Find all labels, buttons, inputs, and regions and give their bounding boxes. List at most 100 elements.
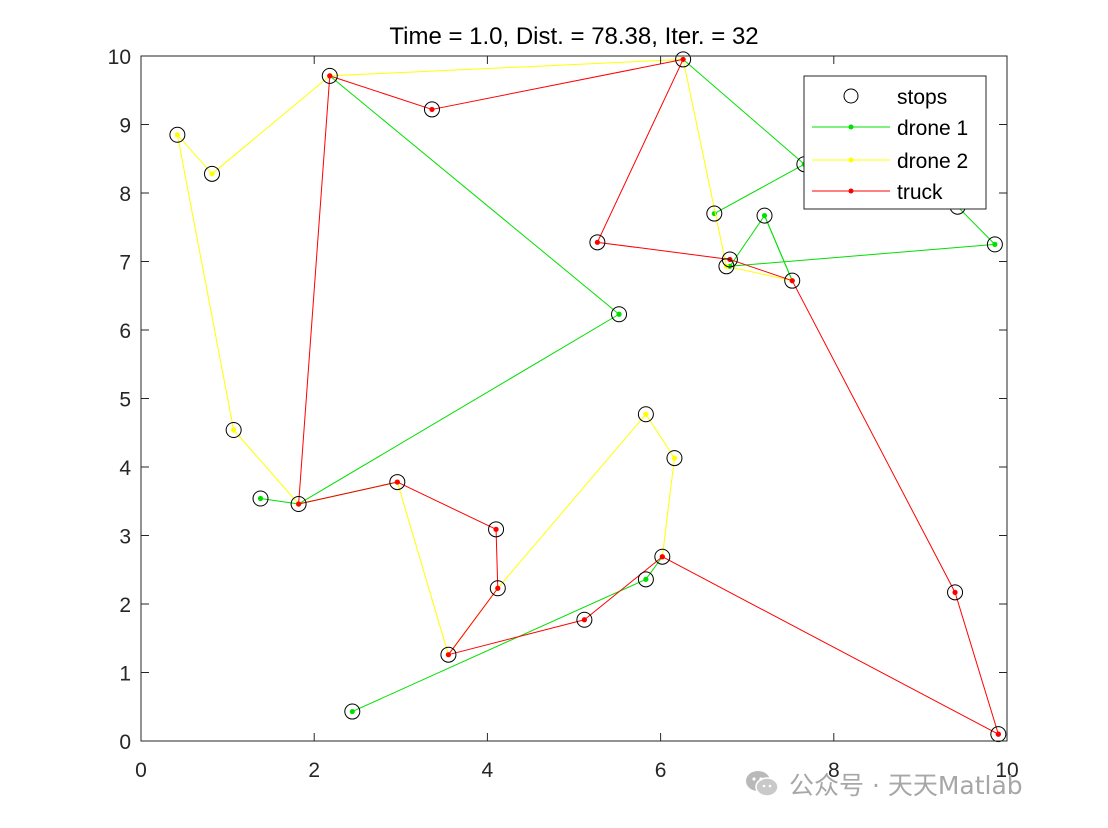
- drone-2-segment-3: [233, 429, 299, 505]
- stop-marker-4: [675, 51, 692, 68]
- truck-segment-3: [597, 241, 730, 260]
- y-tick-label-9: 9: [119, 115, 131, 138]
- truck-point-1: [952, 589, 958, 595]
- legend-entry-drone-1: drone 1: [812, 117, 968, 140]
- watermark: 公众号 · 天天Matlab: [745, 762, 1023, 806]
- truck-point-10: [493, 526, 499, 532]
- truck-point-6: [429, 106, 435, 113]
- legend-truck-marker: [848, 188, 854, 194]
- stop-marker-10: [589, 234, 606, 251]
- drone-2-segment-10: [645, 413, 675, 459]
- y-tick-label-4: 4: [119, 457, 131, 480]
- truck-point-5: [680, 56, 686, 63]
- truck-point-15: [995, 731, 1001, 737]
- stop-marker-12: [718, 258, 735, 275]
- chart-title: Time = 1.0, Dist. = 78.38, Iter. = 32: [389, 23, 758, 50]
- stop-marker-16: [252, 490, 269, 507]
- truck-segment-9: [397, 481, 497, 530]
- y-tick-label-0: 0: [119, 731, 131, 754]
- truck-segment-8: [298, 481, 398, 505]
- truck-segment-13: [584, 556, 663, 621]
- legend-entry-stops: stops: [843, 86, 947, 109]
- drone-2-segment-7: [396, 481, 449, 655]
- stop-marker-17: [290, 495, 307, 512]
- x-tick-label-0: 0: [135, 759, 147, 782]
- legend-entry-truck: truck: [812, 181, 943, 204]
- stop-marker-2: [321, 67, 338, 84]
- stop-marker-14: [611, 306, 628, 323]
- drone-1-point-14: [349, 708, 355, 715]
- stop-marker-20: [666, 450, 683, 467]
- legend-drone-1-marker: [848, 124, 854, 130]
- stop-marker-26: [440, 646, 457, 663]
- y-tick-label-3: 3: [119, 526, 131, 549]
- drone-2-point-12: [643, 411, 649, 417]
- drone-2-point-2: [174, 132, 180, 138]
- legend-stops-marker: [843, 88, 859, 104]
- x-tick-label-4: 8: [828, 759, 840, 782]
- truck-point-12: [445, 652, 452, 658]
- drone-2-point-3: [231, 427, 237, 433]
- truck-segment-10: [495, 529, 499, 589]
- legend-drone-2-marker: [848, 157, 854, 163]
- drone-1-segment-8: [329, 75, 620, 315]
- y-tick-label-8: 8: [119, 183, 131, 206]
- truck-point-7: [327, 73, 333, 79]
- drone-2-segment-6: [726, 265, 793, 282]
- drone-1-segment-9: [298, 313, 620, 505]
- legend-truck-label: truck: [897, 181, 943, 204]
- drone-1-point-10: [616, 311, 622, 317]
- drone-2-segment-2: [176, 134, 235, 431]
- legend-drone-2-label: drone 2: [897, 150, 968, 173]
- drone-2-segment-0: [211, 75, 331, 175]
- y-tick-label-10: 10: [108, 46, 131, 69]
- stop-marker-9: [706, 205, 723, 222]
- stop-marker-21: [488, 521, 505, 538]
- truck-point-9: [394, 479, 400, 485]
- drone-1-segment-7: [764, 215, 793, 281]
- tick-layer: 0 2 4 6 8 10 0 1 2 3 4 5 6 7 8 9 10: [108, 46, 1019, 782]
- y-tick-label-1: 1: [119, 663, 131, 686]
- stop-marker-24: [637, 571, 654, 588]
- y-tick-label-7: 7: [119, 252, 131, 275]
- stop-marker-28: [947, 584, 964, 601]
- truck-segment-0: [954, 592, 999, 735]
- drone-2-segment-5: [682, 59, 727, 267]
- x-tick-label-3: 6: [655, 759, 667, 782]
- drone-1-point-15: [643, 576, 649, 582]
- drone-1-segment-13: [645, 556, 663, 580]
- truck-point-13: [581, 617, 587, 623]
- stop-marker-19: [637, 406, 654, 423]
- legend: stops drone 1 drone 2 truck: [803, 75, 987, 210]
- stop-marker-3: [423, 101, 440, 118]
- drone-1-segment-0: [682, 59, 805, 165]
- x-tick-label-1: 2: [308, 759, 320, 782]
- y-tick-label-6: 6: [119, 320, 131, 343]
- x-tick-label-2: 4: [482, 759, 494, 782]
- truck-point-4: [594, 239, 600, 245]
- stop-marker-27: [344, 703, 361, 720]
- truck-segment-11: [448, 587, 499, 655]
- drone-2-segment-1: [176, 134, 213, 175]
- legend-box: [803, 75, 987, 210]
- drone-2-segment-11: [661, 458, 675, 557]
- drone-2-point-13: [671, 455, 678, 461]
- truck-segment-1: [791, 280, 956, 593]
- drone-1-point-5: [992, 241, 998, 247]
- stop-marker-0: [169, 126, 186, 143]
- truck-segment-2: [729, 258, 793, 282]
- truck-segment-5: [431, 58, 684, 110]
- stop-marker-25: [576, 611, 593, 628]
- stop-marker-13: [784, 272, 801, 289]
- stop-marker-8: [756, 207, 773, 224]
- drone-2-segment-4: [329, 58, 684, 77]
- truck-segment-7: [298, 75, 331, 505]
- truck-segment-14: [662, 556, 999, 735]
- watermark-text: 公众号 · 天天Matlab: [789, 771, 1023, 800]
- drone-1-segment-12: [352, 578, 647, 713]
- stop-marker-29: [990, 726, 1007, 743]
- drone-1-segment-1: [714, 163, 805, 214]
- drone-2-point-1: [209, 171, 215, 177]
- drone-1-point-12: [257, 495, 264, 502]
